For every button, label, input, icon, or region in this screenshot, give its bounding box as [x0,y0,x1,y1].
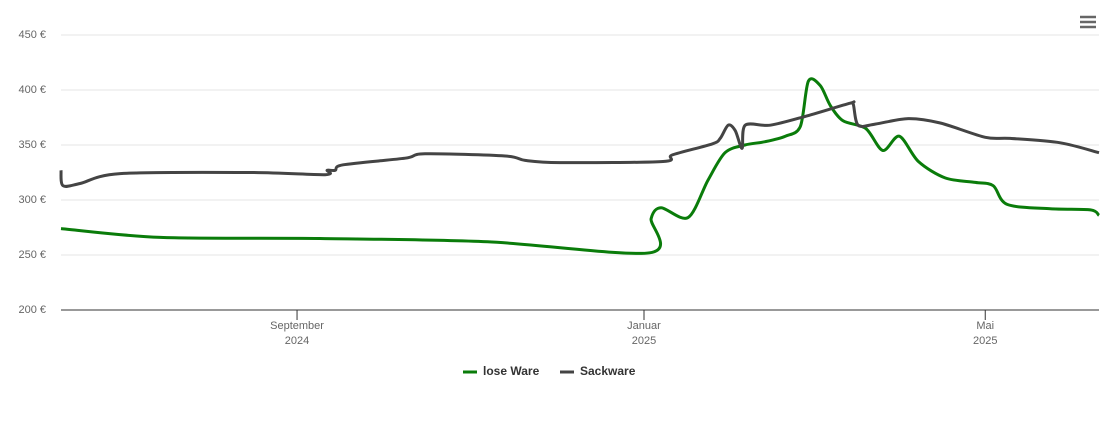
y-tick-label: 400 € [18,84,46,96]
series-line [59,100,1100,188]
y-tick-label: 300 € [18,194,46,206]
legend-label: Sackware [580,364,636,378]
legend-label: lose Ware [483,364,540,378]
legend: lose Ware Sackware [463,364,636,378]
y-tick-label: 350 € [18,139,46,151]
menu-icon[interactable] [1078,14,1098,30]
x-tick-label: Januar 2025 [627,320,661,347]
x-tick-label: Mai 2025 [972,320,998,347]
series-line [60,77,1101,255]
legend-item[interactable]: Sackware [560,364,636,378]
y-tick-label: 250 € [18,249,46,261]
x-tick-label: September 2024 [270,320,324,347]
y-tick-label: 200 € [18,304,46,316]
y-tick-label: 450 € [18,29,46,41]
legend-item[interactable]: lose Ware [463,364,540,378]
